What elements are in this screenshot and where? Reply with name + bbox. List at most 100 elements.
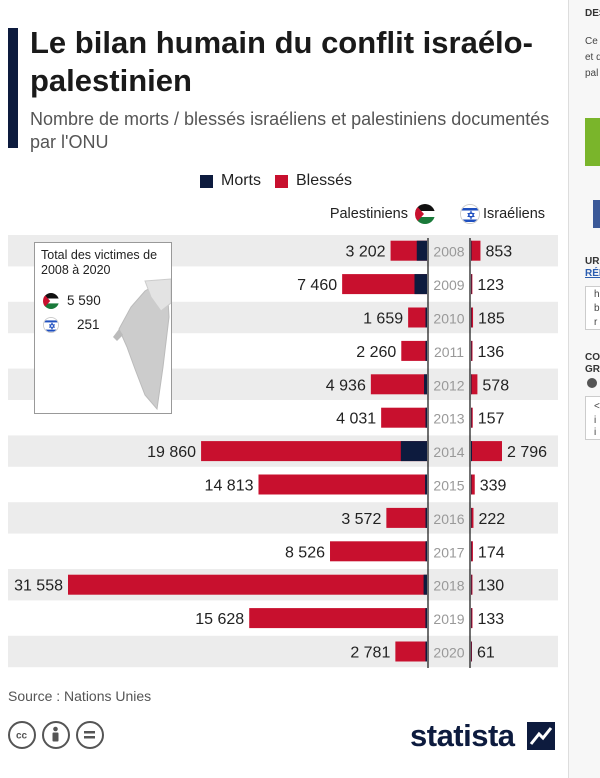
label-israelis-2013: 157 (478, 411, 505, 428)
label-israelis-2018: 130 (477, 578, 504, 595)
bar-palestinians-deaths-2014 (400, 441, 427, 462)
label-israelis-2008: 853 (485, 244, 512, 261)
side-embed-box[interactable]: < i i (585, 396, 600, 440)
totals-inset: Total des victimes de 2008 à 2020 5 590 (34, 242, 172, 414)
label-israelis-2010: 185 (478, 311, 505, 328)
label-palestinians-2009: 7 460 (297, 277, 337, 294)
bar-israelis-deaths-2008 (471, 240, 472, 261)
bar-palestinians-deaths-2015 (425, 474, 427, 495)
year-label-2008: 2008 (433, 244, 464, 260)
bar-israelis-injured-2008 (471, 240, 481, 261)
inset-palestine-flag-icon (43, 293, 59, 309)
bar-palestinians-deaths-2011 (425, 340, 427, 361)
bar-palestinians-injured-2020 (395, 641, 427, 662)
label-palestinians-2018: 31 558 (14, 578, 63, 595)
year-label-2013: 2013 (433, 411, 464, 427)
statista-logo-text[interactable]: statista (410, 718, 515, 753)
bar-palestinians-injured-2014 (201, 441, 427, 462)
label-israelis-2012: 578 (482, 377, 509, 394)
year-label-2018: 2018 (433, 578, 464, 594)
no-derivatives-icon[interactable] (76, 721, 104, 749)
bar-israelis-injured-2009 (471, 274, 473, 295)
side-text-7: h (594, 289, 600, 300)
year-label-2016: 2016 (433, 511, 464, 527)
bar-palestinians-injured-2015 (258, 474, 427, 495)
bar-palestinians-deaths-2019 (425, 608, 427, 629)
inset-title: Total des victimes de 2008 à 2020 (41, 248, 158, 277)
creative-commons-icon[interactable]: cc (8, 721, 36, 749)
bar-israelis-deaths-2020 (471, 641, 472, 662)
year-label-2019: 2019 (433, 611, 464, 627)
israel-palestine-map-icon (113, 278, 171, 411)
bar-israelis-deaths-2013 (471, 407, 472, 428)
title-accent-bar (8, 28, 18, 148)
side-text-2: Ce (585, 36, 598, 47)
label-palestinians-2011: 2 260 (356, 344, 396, 361)
palestine-flag-icon (415, 204, 435, 224)
bar-israelis-deaths-2015 (471, 474, 472, 495)
label-palestinians-2012: 4 936 (326, 377, 366, 394)
legend-item-injured: Blessés (275, 172, 352, 190)
bar-palestinians-injured-2009 (342, 274, 427, 295)
bar-palestinians-deaths-2018 (423, 574, 427, 595)
bar-israelis-injured-2016 (471, 507, 474, 528)
side-info-icon[interactable] (587, 378, 597, 388)
svg-text:cc: cc (16, 731, 28, 742)
israel-flag-icon (460, 204, 480, 224)
label-palestinians-2010: 1 659 (363, 311, 403, 328)
legend-item-deaths: Morts (200, 172, 261, 190)
label-palestinians-2015: 14 813 (205, 478, 254, 495)
bar-israelis-injured-2010 (471, 307, 474, 328)
side-text-11: GRA (585, 364, 600, 375)
side-text-14: i (594, 427, 597, 438)
row-stripe (8, 635, 558, 668)
bar-palestinians-deaths-2020 (425, 641, 427, 662)
inset-israel-flag-icon (43, 317, 59, 333)
column-header-israelis: Israéliens (483, 206, 546, 222)
side-text-1: DES (585, 8, 600, 19)
legend-label-deaths: Morts (221, 172, 261, 189)
side-green-button[interactable] (585, 118, 600, 166)
bar-israelis-injured-2012 (471, 374, 478, 395)
side-text-10: CO (585, 352, 600, 363)
label-palestinians-2014: 19 860 (147, 444, 196, 461)
bar-palestinians-injured-2016 (386, 507, 427, 528)
attribution-icon[interactable] (42, 721, 70, 749)
label-israelis-2019: 133 (477, 611, 504, 628)
bar-palestinians-deaths-2010 (425, 307, 427, 328)
side-text-8: b (594, 303, 600, 314)
label-israelis-2016: 222 (478, 511, 505, 528)
bar-palestinians-deaths-2012 (424, 374, 427, 395)
year-label-2017: 2017 (433, 544, 464, 560)
bar-palestinians-injured-2013 (381, 407, 427, 428)
legend-swatch-injured (275, 174, 288, 188)
side-share-button[interactable] (593, 200, 600, 228)
infographic-card: Le bilan humain du conflit israélo-pales… (0, 0, 568, 778)
year-label-2010: 2010 (433, 311, 464, 327)
inset-israelis-total: 251 (77, 317, 100, 332)
year-label-2015: 2015 (433, 478, 464, 494)
source-note: Source : Nations Unies (8, 688, 152, 704)
year-label-2020: 2020 (433, 645, 464, 661)
year-label-2012: 2012 (433, 377, 464, 393)
label-palestinians-2016: 3 572 (341, 511, 381, 528)
bar-palestinians-injured-2010 (408, 307, 427, 328)
side-text-9: r (594, 317, 598, 328)
label-israelis-2009: 123 (477, 277, 504, 294)
legend-label-injured: Blessés (296, 172, 353, 189)
bar-palestinians-injured-2017 (330, 541, 427, 562)
bar-israelis-injured-2015 (471, 474, 475, 495)
year-label-2014: 2014 (433, 444, 464, 460)
bar-israelis-deaths-2019 (471, 608, 472, 629)
bar-israelis-deaths-2011 (471, 340, 472, 361)
bar-israelis-deaths-2018 (471, 574, 472, 595)
bar-palestinians-deaths-2008 (416, 240, 427, 261)
side-text-3: et d (585, 52, 600, 63)
statista-logo-icon[interactable] (527, 722, 555, 750)
bar-israelis-deaths-2010 (471, 307, 472, 328)
side-text-12: < (594, 401, 600, 412)
side-code-box[interactable]: h b r (585, 286, 600, 330)
label-palestinians-2019: 15 628 (195, 611, 244, 628)
label-israelis-2015: 339 (480, 478, 507, 495)
side-link[interactable]: RÉI (585, 268, 600, 279)
